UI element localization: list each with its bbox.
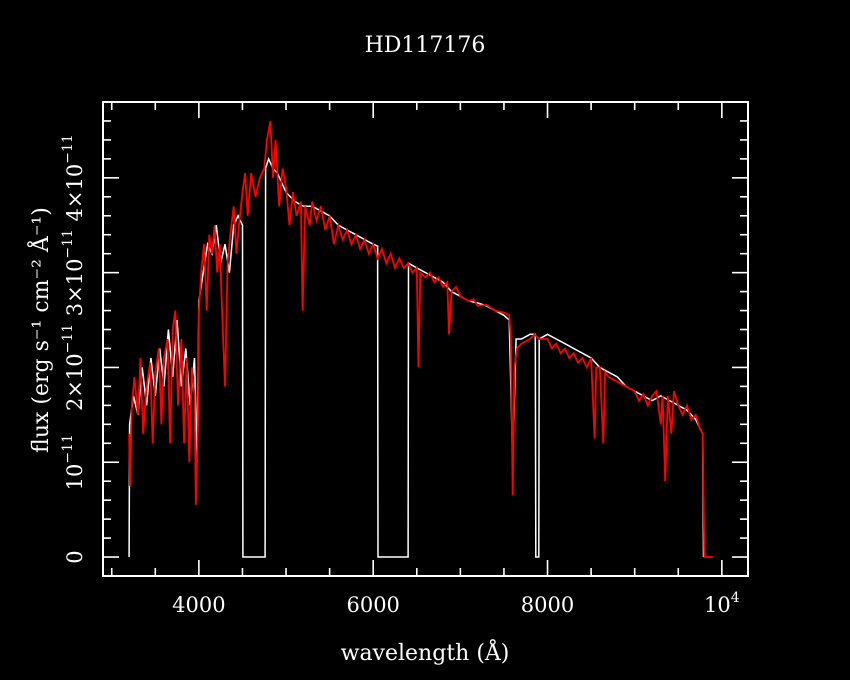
y-tick-exponent: −11 [60, 324, 76, 354]
y-tick-exponent: −11 [60, 134, 76, 164]
y-axis-label: flux (erg s⁻¹ cm⁻² Å⁻¹) [26, 207, 54, 453]
x-tick-label: 4000 [172, 593, 225, 617]
plot-area [102, 101, 749, 577]
x-tick-exponent: 4 [731, 590, 740, 606]
axes-frame [102, 101, 749, 577]
x-tick-label: 8000 [521, 593, 574, 617]
observed-spectrum-line [128, 156, 705, 558]
y-tick-exponent: −11 [60, 229, 76, 259]
series-layer [128, 120, 714, 558]
x-tick-label: 6000 [346, 593, 399, 617]
y-tick-label: 0 [63, 550, 87, 563]
model-spectrum-line [128, 120, 714, 558]
y-tick-exponent: −11 [60, 434, 76, 464]
axis-ticks [103, 102, 748, 577]
x-axis-label: wavelength (Å) [341, 638, 510, 666]
y-tick-label: 4×10−11 [60, 134, 87, 221]
chart-title: HD117176 [365, 33, 486, 58]
